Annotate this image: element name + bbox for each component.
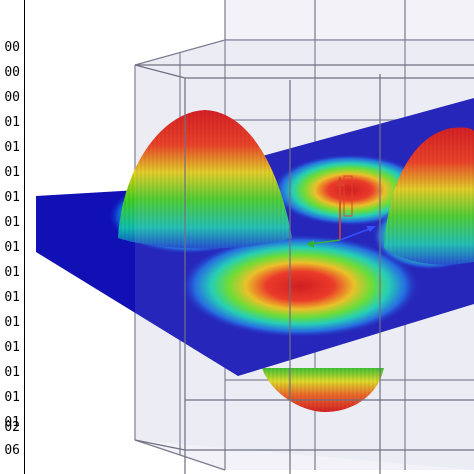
legend-label: 01 — [4, 190, 20, 205]
legend-label: 01 — [4, 390, 20, 405]
legend-label: 00 — [4, 40, 20, 55]
legend-label: 01 — [4, 215, 20, 230]
axis-triad-icon — [306, 175, 376, 248]
legend-label: 01 — [4, 115, 20, 130]
contour-spot-front — [180, 234, 420, 338]
legend-label: 01 — [4, 290, 20, 305]
legend-label: 01 — [4, 265, 20, 280]
field-lobe-under — [262, 368, 384, 412]
field-lobe-right — [384, 127, 474, 265]
legend-label: 01 — [4, 340, 20, 355]
field-lobe-left — [118, 110, 292, 249]
box-front-faces — [135, 40, 474, 470]
legend-label: 00 — [4, 90, 20, 105]
color-scale-legend: 00 00 00 01 01 01 01 01 01 01 01 01 01 0… — [0, 0, 25, 474]
legend-label: 01 — [4, 165, 20, 180]
legend-label: 00 — [4, 65, 20, 80]
legend-label: 01 — [4, 140, 20, 155]
legend-label: 01 — [4, 315, 20, 330]
legend-label: 01 — [4, 415, 20, 430]
contour-spot-back — [272, 154, 428, 226]
box-wireframe-front — [134, 64, 474, 474]
legend-label: 01 — [4, 365, 20, 380]
legend-label: 06 — [4, 443, 20, 458]
legend-label: 02 — [4, 420, 20, 435]
legend-label: 01 — [4, 240, 20, 255]
